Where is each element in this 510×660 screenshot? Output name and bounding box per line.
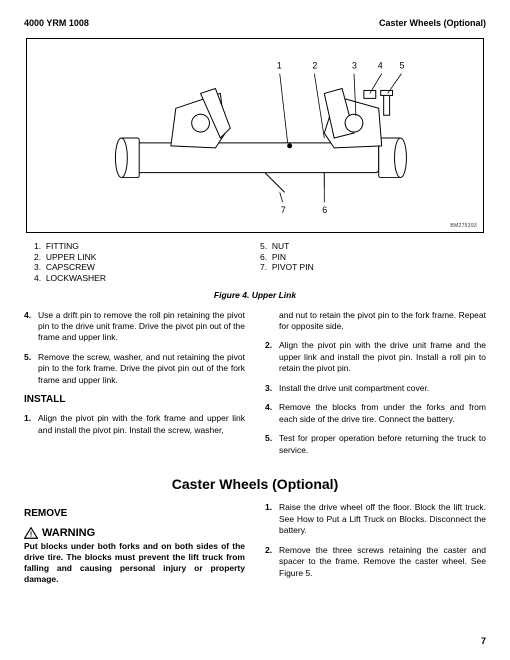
- upper-link-diagram: 1 2 3 4 5 6 7: [27, 39, 483, 232]
- figure-id: BM279393: [450, 223, 477, 229]
- caster-wheels-heading: Caster Wheels (Optional): [24, 476, 486, 492]
- svg-text:!: !: [30, 532, 32, 539]
- figure-caption: Figure 4. Upper Link: [24, 290, 486, 300]
- step: 2.Align the pivot pin with the drive uni…: [265, 340, 486, 374]
- lower-right-col: 1.Raise the drive wheel off the floor. B…: [265, 502, 486, 587]
- header-right: Caster Wheels (Optional): [379, 18, 486, 28]
- page-header: 4000 YRM 1008 Caster Wheels (Optional): [24, 18, 486, 28]
- step: 1.Align the pivot pin with the fork fram…: [24, 413, 245, 436]
- step: 3.Install the drive unit compartment cov…: [265, 383, 486, 394]
- warning-heading: ! WARNING: [24, 527, 245, 539]
- svg-text:4: 4: [378, 61, 383, 71]
- svg-text:3: 3: [352, 61, 357, 71]
- lower-left-col: REMOVE ! WARNING Put blocks under both f…: [24, 502, 245, 587]
- svg-text:6: 6: [322, 205, 327, 215]
- page-number: 7: [481, 636, 486, 646]
- step: 4.Use a drift pin to remove the roll pin…: [24, 310, 245, 344]
- step: 4.Remove the blocks from under the forks…: [265, 402, 486, 425]
- parts-col-left: 1. FITTING 2. UPPER LINK 3. CAPSCREW 4. …: [34, 241, 260, 284]
- step: 5.Remove the screw, washer, and nut reta…: [24, 352, 245, 386]
- parts-legend: 1. FITTING 2. UPPER LINK 3. CAPSCREW 4. …: [34, 241, 486, 284]
- upper-procedure: 4.Use a drift pin to remove the roll pin…: [24, 310, 486, 465]
- figure-4-box: 1 2 3 4 5 6 7 BM279393: [26, 38, 484, 233]
- header-left: 4000 YRM 1008: [24, 18, 89, 28]
- step: 2.Remove the three screws retaining the …: [265, 545, 486, 579]
- warning-label: WARNING: [42, 527, 95, 539]
- svg-text:5: 5: [400, 61, 405, 71]
- step: 5.Test for proper operation before retur…: [265, 433, 486, 456]
- upper-right-col: and nut to retain the pivot pin to the f…: [265, 310, 486, 465]
- remove-heading: REMOVE: [24, 508, 245, 519]
- svg-text:7: 7: [281, 205, 286, 215]
- step-cont: and nut to retain the pivot pin to the f…: [265, 310, 486, 333]
- parts-col-right: 5. NUT 6. PIN 7. PIVOT PIN: [260, 241, 486, 284]
- svg-text:1: 1: [277, 61, 282, 71]
- warning-body: Put blocks under both forks and on both …: [24, 541, 245, 585]
- step: 1.Raise the drive wheel off the floor. B…: [265, 502, 486, 536]
- lower-procedure: REMOVE ! WARNING Put blocks under both f…: [24, 502, 486, 587]
- svg-text:2: 2: [312, 61, 317, 71]
- upper-left-col: 4.Use a drift pin to remove the roll pin…: [24, 310, 245, 465]
- install-heading: INSTALL: [24, 394, 245, 405]
- warning-icon: !: [24, 527, 38, 539]
